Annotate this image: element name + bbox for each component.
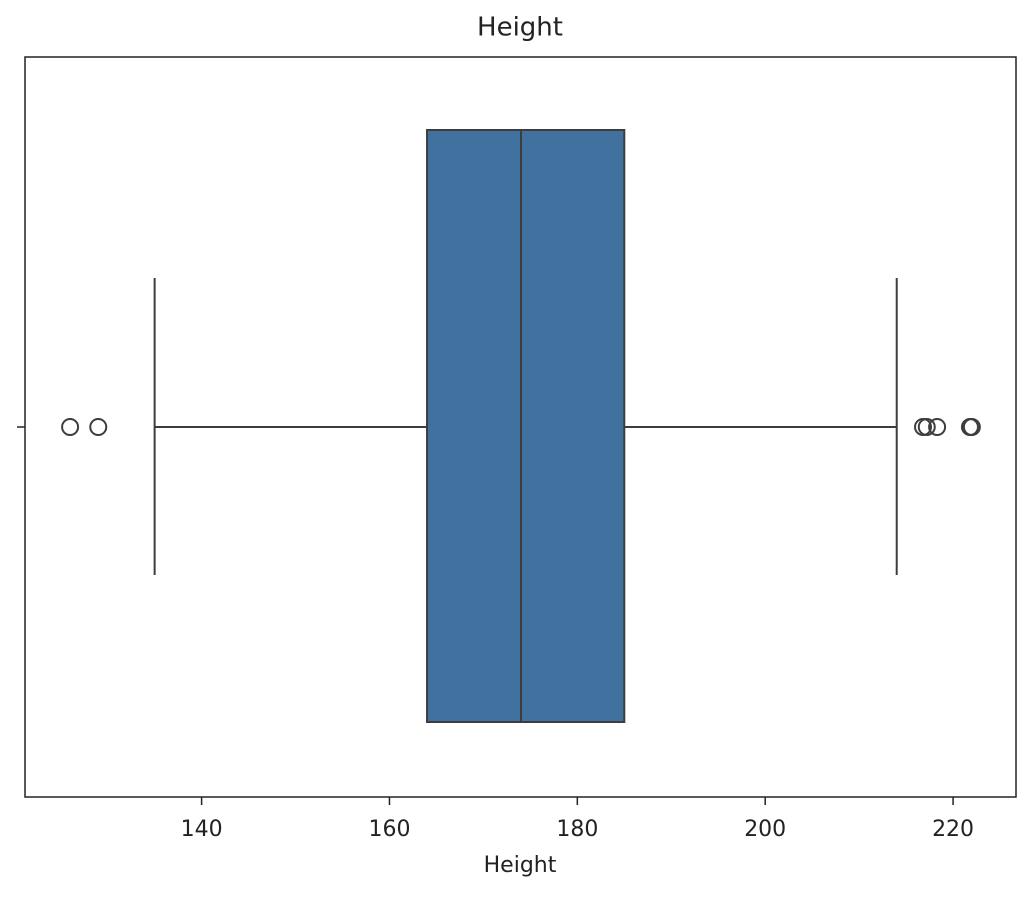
x-tick-label: 160 (368, 817, 410, 842)
x-tick-label: 220 (932, 817, 974, 842)
box (426, 129, 626, 723)
outlier (917, 418, 936, 436)
outlier (89, 418, 108, 436)
chart-title: Height (477, 13, 563, 43)
outlier (962, 418, 981, 436)
x-axis-label: Height (484, 853, 557, 878)
outlier (61, 418, 80, 436)
x-tick-label: 200 (744, 817, 786, 842)
x-tick-label: 180 (556, 817, 598, 842)
outlier (928, 418, 947, 436)
x-tick-label: 140 (181, 817, 223, 842)
